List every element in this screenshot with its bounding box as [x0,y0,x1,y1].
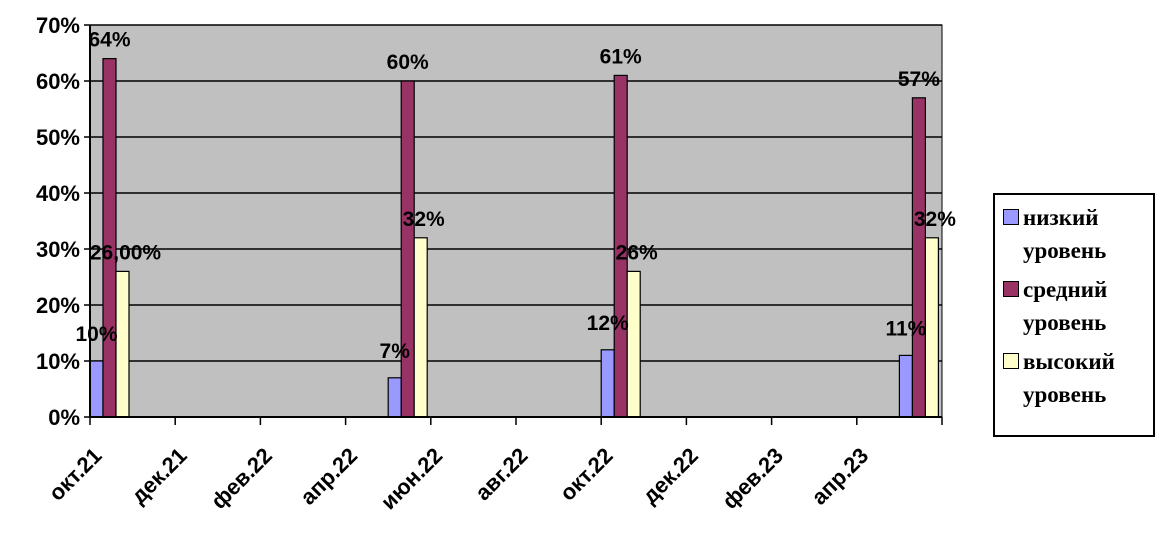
data-label-high: 32% [914,208,956,231]
x-tick-labels: окт.21 дек.21 фев.22 апр.22 июн.22 авг.22 окт.… [44,443,874,515]
data-label-high: 26,00% [90,241,162,264]
bar-high [626,270,641,418]
legend-swatch-low [1003,209,1019,225]
bar-medium [102,57,117,418]
data-label-low: 10% [75,323,117,346]
data-labels: 10% 64% 26,00% 7% 60% 32% 12% 61% 26% 11% 57% 32% [75,29,956,363]
x-tick-label: фев.23 [717,443,788,514]
legend-label-high: высокий уровень [1023,349,1115,407]
plot-area [89,24,943,418]
data-label-medium: 61% [600,45,642,68]
x-tick-label: окт.21 [44,443,107,506]
y-tick-label: 40% [36,181,80,206]
bar-low [89,360,104,418]
data-label-high: 26% [616,241,658,264]
x-tick-label: окт.22 [555,443,618,506]
data-label-medium: 64% [88,29,130,52]
legend: низкий уровень средний уровень высокий у… [993,193,1155,437]
bar-low [387,377,402,418]
y-tick-label: 50% [36,125,80,150]
legend-label-medium: средний уровень [1023,277,1108,335]
x-tick-label: фев.22 [206,443,277,514]
y-tick-label: 30% [36,237,80,262]
data-label-low: 7% [380,340,411,363]
axes [84,24,943,425]
x-tick-label: дек.22 [637,443,703,509]
legend-swatch-medium [1003,281,1019,297]
y-tick-label: 70% [36,13,80,38]
data-label-medium: 57% [898,68,940,91]
data-label-medium: 60% [387,51,429,74]
gridlines [90,24,942,362]
bar-high [924,237,940,418]
legend-swatch-high [1003,353,1019,369]
y-tick-label: 10% [36,349,80,374]
y-tick-labels: 0% 10% 20% 30% 40% 50% 60% 70% [36,13,80,430]
legend-label-low: низкий уровень [1023,205,1107,263]
x-tick-label: дек.21 [126,443,192,509]
y-tick-label: 60% [36,69,80,94]
legend-item-high: высокий уровень [1003,345,1153,411]
x-tick-label: июн.22 [376,443,448,515]
bars [89,57,940,418]
bar-high [115,270,130,418]
y-tick-label: 0% [48,405,80,430]
x-tick-label: апр.22 [295,443,362,510]
bar-medium [400,80,415,418]
bar-medium [911,97,927,418]
legend-item-medium: средний уровень [1003,273,1153,339]
bar-low [898,354,914,418]
x-tick-label: апр.23 [806,443,873,510]
bar-low [600,349,615,418]
data-label-low: 11% [885,317,926,340]
data-label-high: 32% [403,208,445,231]
bar-high [413,237,428,418]
x-tick-label: авг.22 [470,443,532,505]
y-tick-label: 20% [36,293,80,318]
legend-item-low: низкий уровень [1003,201,1153,267]
data-label-low: 12% [587,312,629,335]
